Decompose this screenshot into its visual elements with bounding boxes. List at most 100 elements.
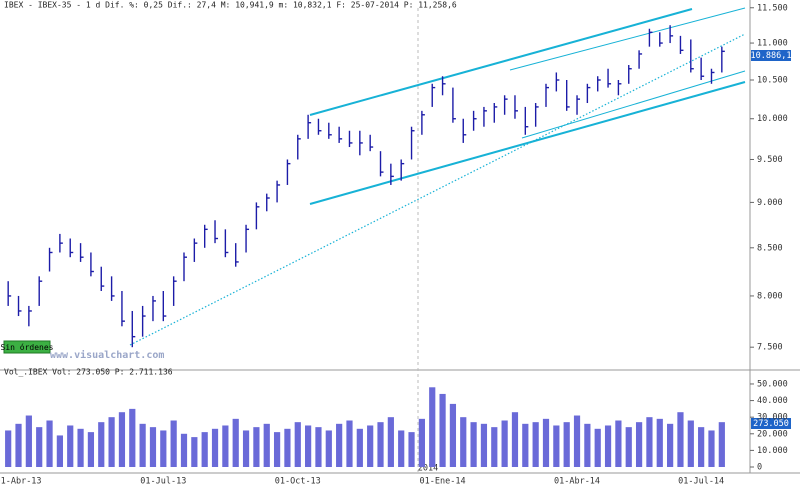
ohlc-bar [648, 28, 653, 47]
ohlc-bar [545, 83, 549, 107]
volume-bar [325, 430, 332, 467]
ohlc-bar [400, 159, 405, 181]
ohlc-bar [110, 276, 115, 301]
volume-bar [542, 418, 550, 467]
volume-bar [656, 418, 663, 467]
ohlc-bar [421, 110, 425, 135]
ohlc-bar [48, 247, 53, 272]
x-tick-label: 01-Abr-13 [0, 477, 42, 487]
volume-bar [553, 425, 560, 467]
volume-bar [367, 425, 374, 467]
ohlc-bar [555, 72, 560, 92]
volume-bar [387, 417, 394, 467]
ohlc-bar [628, 65, 632, 84]
volume-bar [284, 428, 291, 467]
volume-bar [180, 433, 188, 467]
y-tick-label: 9.000 [757, 198, 783, 208]
y-tick-label: 11.500 [757, 3, 788, 13]
volume-bar [635, 422, 643, 467]
ohlc-bar [193, 238, 198, 262]
volume-bar [263, 423, 270, 467]
ohlc-bar [597, 76, 601, 92]
y-tick-label: 11.000 [757, 39, 788, 49]
ohlc-bar [710, 68, 715, 84]
ohlc-bar [183, 252, 187, 282]
volume-bar [573, 415, 581, 467]
volume-bar [677, 412, 684, 467]
ohlc-bar [297, 134, 301, 160]
y-tick-label: 0 [757, 463, 762, 473]
ohlc-bar [141, 305, 146, 337]
volume-bar [5, 430, 12, 467]
watermark: www.visualchart.com [50, 349, 164, 361]
ohlc-bar [235, 243, 239, 267]
ohlc-bar [338, 126, 343, 143]
ohlc-bar [617, 79, 622, 96]
volume-bar [56, 435, 63, 467]
ohlc-bar [379, 151, 384, 177]
ohlc-bar [483, 106, 487, 127]
volume-bar [139, 423, 146, 467]
volume-bar [491, 427, 498, 467]
volume-bar [604, 425, 612, 467]
ohlc-bar [286, 159, 291, 185]
ohlc-bar [586, 83, 591, 104]
ohlc-bar [69, 238, 74, 258]
y-tick-label: 10.500 [757, 75, 788, 85]
ohlc-bar [90, 252, 94, 277]
ohlc-bar [224, 229, 229, 258]
trend-line [309, 8, 693, 116]
volume-bar [273, 432, 281, 467]
status-text: Sin órdenes [1, 342, 54, 352]
ohlc-bar [524, 106, 529, 135]
volume-bar [460, 417, 467, 467]
volume-bar [336, 423, 343, 467]
y-tick-label: 20.000 [757, 429, 788, 439]
volume-bar [532, 422, 539, 467]
volume-bar [594, 428, 601, 467]
trend-line [509, 7, 746, 71]
volume-bar [170, 420, 177, 467]
status-badge [3, 340, 51, 354]
ohlc-bar [390, 163, 394, 185]
ohlc-bar [307, 114, 312, 139]
ohlc-bar [565, 79, 570, 111]
ohlc-bar [534, 103, 539, 127]
ohlc-bar [462, 118, 467, 143]
volume-bar [511, 412, 519, 467]
volume-bar [211, 428, 219, 467]
ohlc-bar [317, 118, 322, 135]
trend-line [309, 81, 746, 205]
volume-bar [708, 430, 715, 467]
ohlc-bar [17, 295, 22, 317]
y-tick-label: 40.000 [757, 396, 788, 406]
volume-bar [25, 415, 32, 467]
y-tick-label: 10.000 [757, 446, 788, 456]
last-price-label: 10.886,1 [751, 51, 792, 61]
volume-bar [77, 428, 84, 467]
ohlc-bar [255, 202, 260, 230]
volume-bar [563, 422, 570, 467]
ohlc-bar [690, 39, 694, 73]
trend-lines [129, 7, 746, 346]
volume-bar [149, 427, 157, 467]
ohlc-bar [359, 130, 363, 156]
volume-bar [294, 422, 301, 467]
ohlc-bar [514, 95, 518, 119]
volume-bar [398, 430, 405, 467]
volume-bar [67, 425, 74, 467]
x-tick-label: 01-Ene-14 [420, 477, 466, 487]
volume-bar [408, 432, 415, 467]
volume-bar [346, 420, 353, 467]
y-tick-label: 7.500 [757, 343, 783, 353]
volume-bar [222, 425, 229, 467]
ohlc-bar [431, 83, 436, 107]
ohlc-bar [410, 126, 415, 160]
volume-bar [470, 422, 477, 467]
ohlc-bar [172, 276, 177, 306]
price-title: IBEX - IBEX-35 - 1 d Dif. %: 0,25 Dif.: … [4, 1, 457, 10]
volume-title: Vol_.IBEX Vol: 273.050 P: 2.711.136 [4, 368, 173, 377]
volume-bar [418, 418, 425, 467]
